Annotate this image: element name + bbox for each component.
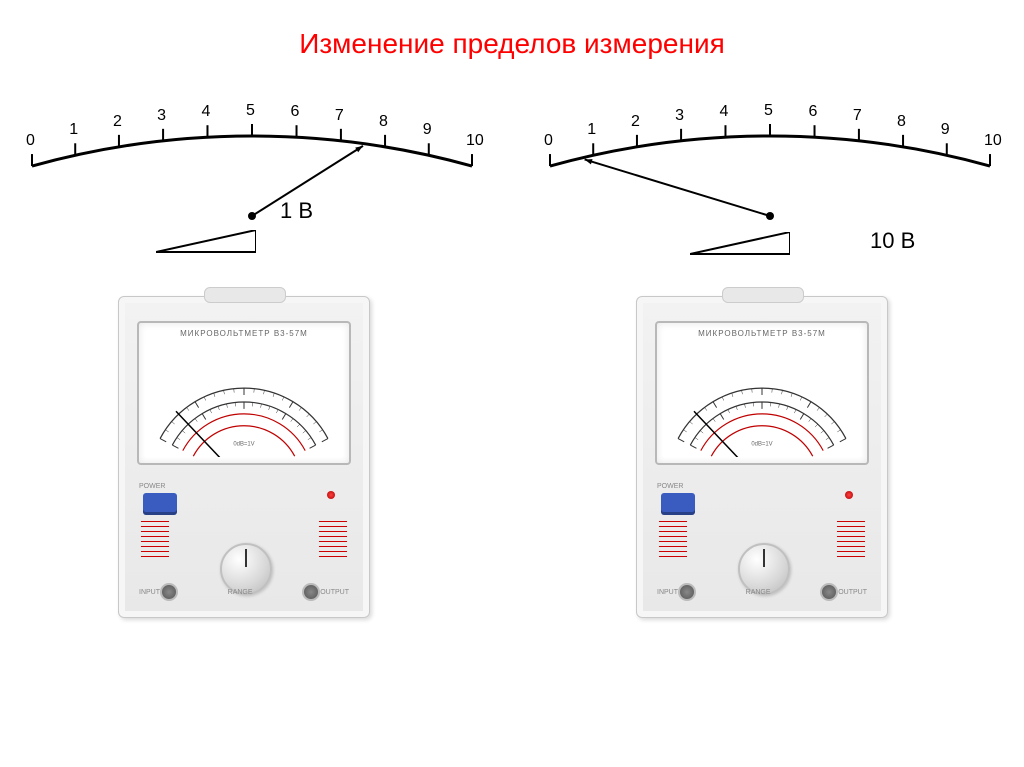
io-row: INPUT RANGE OUTPUT <box>657 583 867 601</box>
io-row: INPUT RANGE OUTPUT <box>139 583 349 601</box>
scale-right: 0 1 2 3 4 5 6 7 8 9 10 <box>540 86 1000 246</box>
meter-window: МИКРОВОЛЬТМЕТР В3-57М 0dB=1V <box>137 321 351 465</box>
power-led-icon <box>327 491 335 499</box>
scale-tick-label: 8 <box>379 113 388 131</box>
device-model-label: МИКРОВОЛЬТМЕТР В3-57М <box>139 329 349 338</box>
triangle-wedge-left-icon <box>156 230 256 256</box>
range-label-small: RANGE <box>228 589 253 596</box>
scale-tick-label: 10 <box>984 132 1002 150</box>
power-label: POWER <box>657 483 683 490</box>
scale-tick-label: 8 <box>897 113 906 131</box>
svg-text:0dB=1V: 0dB=1V <box>233 442 254 448</box>
device-model-label: МИКРОВОЛЬТМЕТР В3-57М <box>657 329 867 338</box>
scale-tick-label: 3 <box>675 107 684 125</box>
scale-tick-label: 5 <box>246 102 255 120</box>
scale-tick-label: 4 <box>201 103 210 121</box>
scale-tick-label: 1 <box>587 121 596 139</box>
scale-tick-label: 1 <box>69 121 78 139</box>
input-jack[interactable] <box>678 583 696 601</box>
input-label: INPUT <box>139 589 160 596</box>
scale-tick-label: 9 <box>941 121 950 139</box>
meter-face: 0dB=1V <box>663 343 861 457</box>
device-handle <box>204 287 286 303</box>
scale-tick-label: 3 <box>157 107 166 125</box>
power-button[interactable] <box>143 493 177 515</box>
scale-tick-label: 6 <box>291 103 300 121</box>
device-handle <box>722 287 804 303</box>
scale-tick-label: 0 <box>26 132 35 150</box>
scale-tick-label: 7 <box>853 107 862 125</box>
triangle-wedge-right-icon <box>690 232 790 258</box>
power-label: POWER <box>139 483 165 490</box>
svg-text:0dB=1V: 0dB=1V <box>751 442 772 448</box>
voltmeter-device-right: МИКРОВОЛЬТМЕТР В3-57М 0dB=1V POWER INPUT… <box>636 296 888 618</box>
range-label-right: 10 В <box>870 228 915 254</box>
scale-left: 0 1 2 3 4 5 6 7 8 9 10 <box>22 86 482 246</box>
scale-tick-label: 0 <box>544 132 553 150</box>
scale-tick-label: 9 <box>423 121 432 139</box>
scale-tick-label: 6 <box>809 103 818 121</box>
scale-tick-label: 4 <box>719 103 728 121</box>
range-label-left: 1 В <box>280 198 313 224</box>
page-title: Изменение пределов измерения <box>0 0 1024 60</box>
meter-window: МИКРОВОЛЬТМЕТР В3-57М 0dB=1V <box>655 321 869 465</box>
range-marks-left <box>141 521 169 557</box>
title-text: Изменение пределов измерения <box>299 28 725 59</box>
scale-tick-label: 2 <box>631 113 640 131</box>
range-label-small: RANGE <box>746 589 771 596</box>
power-button[interactable] <box>661 493 695 515</box>
range-marks-right <box>837 521 865 557</box>
scale-tick-label: 7 <box>335 107 344 125</box>
input-jack[interactable] <box>160 583 178 601</box>
scale-tick-label: 2 <box>113 113 122 131</box>
scale-tick-label: 5 <box>764 102 773 120</box>
meter-face: 0dB=1V <box>145 343 343 457</box>
input-label: INPUT <box>657 589 678 596</box>
range-marks-left <box>659 521 687 557</box>
range-marks-right <box>319 521 347 557</box>
output-label: OUTPUT <box>838 589 867 596</box>
scale-tick-label: 10 <box>466 132 484 150</box>
voltmeter-device-left: МИКРОВОЛЬТМЕТР В3-57М 0dB=1V POWER INPUT… <box>118 296 370 618</box>
output-jack[interactable] <box>302 583 320 601</box>
output-label: OUTPUT <box>320 589 349 596</box>
power-led-icon <box>845 491 853 499</box>
output-jack[interactable] <box>820 583 838 601</box>
